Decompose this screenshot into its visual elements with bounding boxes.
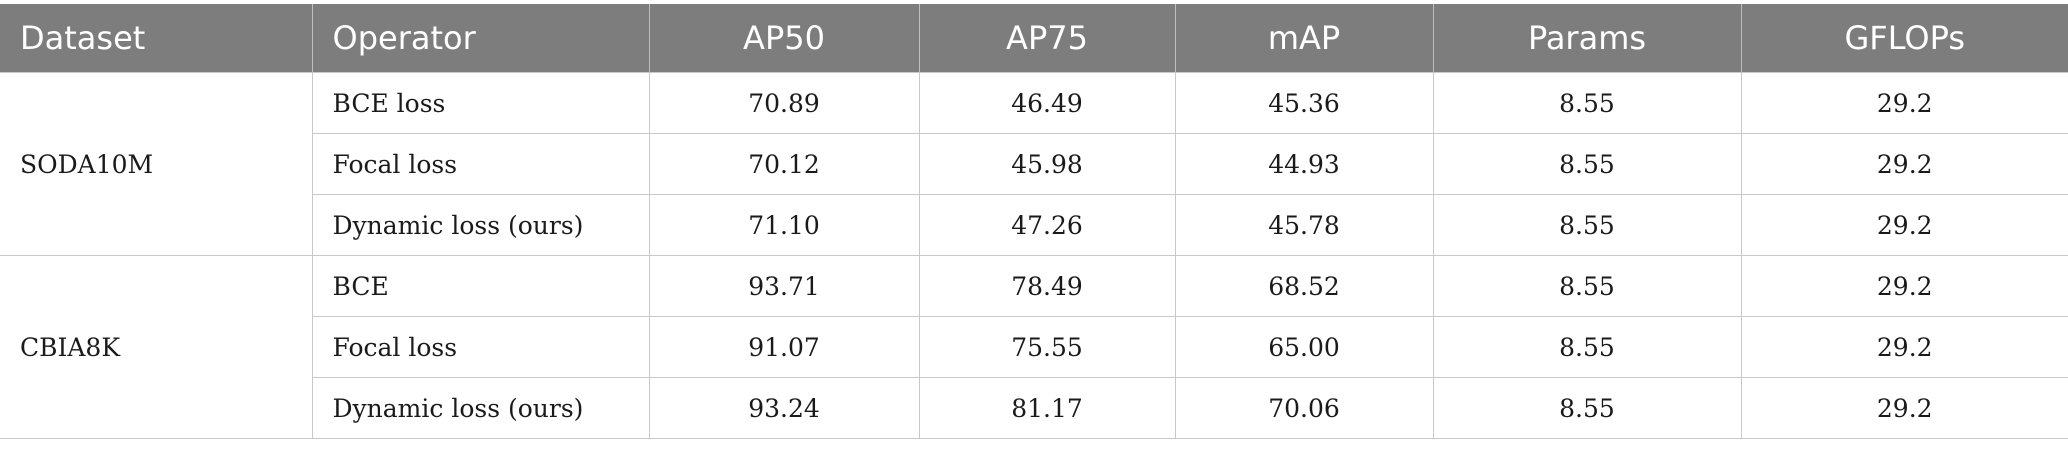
operator-cell: Focal loss [312, 316, 650, 378]
map-cell: 70.06 [1174, 377, 1434, 439]
ap75-cell: 81.17 [918, 377, 1176, 439]
ap75-cell: 78.49 [918, 255, 1176, 317]
ap50-cell: 70.12 [648, 133, 920, 195]
gflops-cell: 29.2 [1740, 316, 2068, 378]
operator-cell: Focal loss [312, 133, 650, 195]
results-table-container: Dataset Operator AP50 AP75 mAP Params GF… [0, 4, 2068, 439]
map-cell: 45.78 [1174, 194, 1434, 256]
ap50-cell: 93.24 [648, 377, 920, 439]
table-row: Dynamic loss (ours) 71.10 47.26 45.78 8.… [0, 194, 2068, 256]
ap75-cell: 45.98 [918, 133, 1176, 195]
table-row: Focal loss 91.07 75.55 65.00 8.55 29.2 [0, 316, 2068, 378]
table-row: SODA10M BCE loss 70.89 46.49 45.36 8.55 … [0, 72, 2068, 256]
params-cell: 8.55 [1432, 194, 1742, 256]
header-row: Dataset Operator AP50 AP75 mAP Params GF… [0, 4, 2068, 73]
results-table: Dataset Operator AP50 AP75 mAP Params GF… [0, 4, 2068, 439]
ap50-cell: 93.71 [648, 255, 920, 317]
operator-cell: BCE loss [311, 72, 650, 134]
operator-cell: Dynamic loss (ours) [312, 194, 650, 256]
header-map: mAP [1174, 4, 1433, 73]
table-row: Dynamic loss (ours) 93.24 81.17 70.06 8.… [0, 377, 2068, 439]
header-ap50: AP50 [648, 4, 919, 73]
map-cell: 68.52 [1174, 255, 1434, 317]
header-params: Params [1432, 4, 1741, 73]
params-cell: 8.55 [1432, 133, 1742, 195]
header-gflops: GFLOPs [1740, 4, 2068, 73]
map-cell: 65.00 [1174, 316, 1434, 378]
params-cell: 8.55 [1432, 255, 1742, 317]
params-cell: 8.55 [1432, 72, 1742, 134]
gflops-cell: 29.2 [1740, 72, 2068, 134]
params-cell: 8.55 [1432, 316, 1742, 378]
params-cell: 8.55 [1432, 377, 1742, 439]
ap75-cell: 46.49 [918, 72, 1176, 134]
table-row: Focal loss 70.12 45.98 44.93 8.55 29.2 [0, 133, 2068, 195]
header-ap75: AP75 [918, 4, 1175, 73]
dataset-cell: CBIA8K [0, 255, 313, 439]
table-row: CBIA8K BCE 93.71 78.49 68.52 8.55 29.2 [0, 255, 2068, 439]
map-cell: 45.36 [1174, 72, 1434, 134]
ap50-cell: 91.07 [648, 316, 920, 378]
gflops-cell: 29.2 [1740, 133, 2068, 195]
header-operator: Operator [311, 4, 649, 73]
operator-cell: BCE [311, 255, 650, 317]
header-dataset: Dataset [0, 4, 312, 73]
gflops-cell: 29.2 [1740, 194, 2068, 256]
ap50-cell: 71.10 [648, 194, 920, 256]
ap50-cell: 70.89 [648, 72, 920, 134]
map-cell: 44.93 [1174, 133, 1434, 195]
ap75-cell: 47.26 [918, 194, 1176, 256]
gflops-cell: 29.2 [1740, 255, 2068, 317]
gflops-cell: 29.2 [1740, 377, 2068, 439]
operator-cell: Dynamic loss (ours) [312, 377, 650, 439]
ap75-cell: 75.55 [918, 316, 1176, 378]
dataset-cell: SODA10M [0, 72, 313, 256]
